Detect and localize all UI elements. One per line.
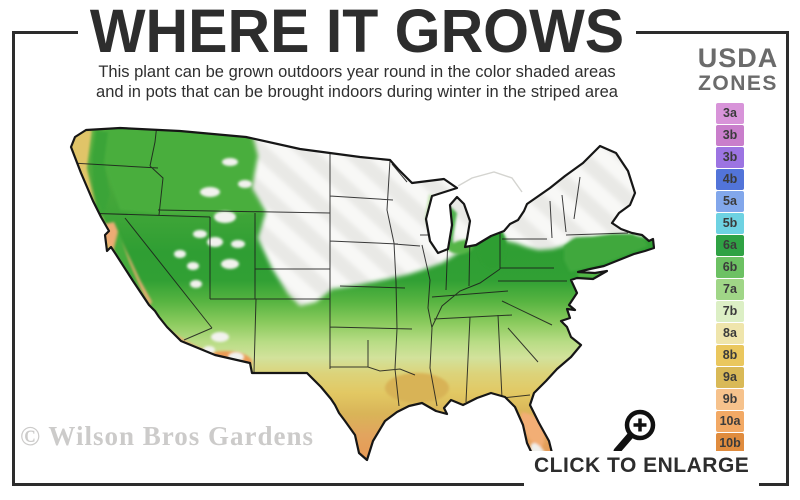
us-zone-map[interactable]: [60, 122, 655, 474]
zone-swatch-5a: 5a: [716, 191, 744, 212]
zone-swatch-5b: 5b: [716, 213, 744, 234]
zone-swatch-10b: 10b: [716, 433, 744, 454]
zone-list: 3a 3b 3b 4b 5a 5b 6a 6b 7a 7b 8a 8b 9a 9b 10a 10b: [716, 103, 744, 455]
legend-title-zones: ZONES: [698, 72, 778, 95]
zone-swatch-3b: 3b: [716, 125, 744, 146]
zone-swatch-8a: 8a: [716, 323, 744, 344]
page-title: WHERE IT GROWS: [77, 0, 637, 62]
state-borders: [71, 128, 629, 407]
zone-swatch-10a: 10a: [716, 411, 744, 432]
click-to-enlarge-label[interactable]: CLICK TO ENLARGE: [524, 451, 760, 492]
zone-swatch-3a: 3a: [716, 103, 744, 124]
zone-swatch-9b: 9b: [716, 389, 744, 410]
zone-swatch-6a: 6a: [716, 235, 744, 256]
zone-swatch-6b: 6b: [716, 257, 744, 278]
watermark: © Wilson Bros Gardens: [20, 421, 314, 451]
zone-swatch-9a: 9a: [716, 367, 744, 388]
subtitle: This plant can be grown outdoors year ro…: [12, 63, 702, 102]
subtitle-line-2: and in pots that can be brought indoors …: [96, 82, 618, 101]
legend-title-usda: USDA: [697, 43, 779, 73]
zone-swatch-8b: 8b: [716, 345, 744, 366]
usda-zones-heading: USDA ZONES: [688, 43, 788, 96]
subtitle-line-1: This plant can be grown outdoors year ro…: [98, 63, 616, 81]
zone-swatch-7b: 7b: [716, 301, 744, 322]
zone-swatch-3b: 3b: [716, 147, 744, 168]
zone-swatch-4b: 4b: [716, 169, 744, 190]
zone-swatch-7a: 7a: [716, 279, 744, 300]
title-wrap: WHERE IT GROWS: [12, 0, 702, 62]
magnifier-zoom-icon[interactable]: [610, 406, 662, 458]
